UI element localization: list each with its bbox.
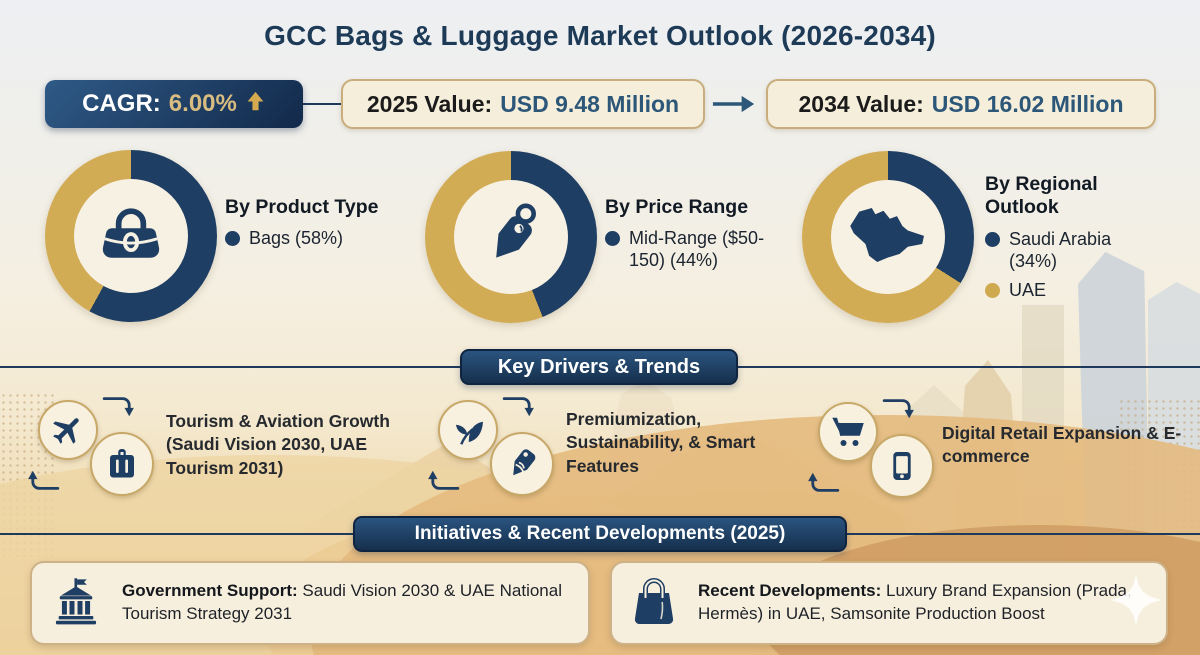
- value-2025-label: 2025 Value:: [366, 90, 493, 117]
- government-support-body: Saudi Vision 2030 & UAE National Tourism…: [122, 581, 562, 623]
- driver-digital-retail-icons: [808, 399, 944, 500]
- cagr-label: CAGR:: [82, 90, 161, 117]
- price-tag-icon: [474, 198, 548, 277]
- leaf-icon: [438, 400, 498, 460]
- legend-label: UAE: [1009, 279, 1047, 300]
- cycle-arrow-icon: [426, 462, 460, 493]
- key-drivers-banner: Key Drivers & Trends: [460, 349, 738, 385]
- up-arrow-icon: [245, 89, 266, 119]
- segment-price-range: By Price Range Mid-Range ($50-150) (44%): [605, 196, 790, 279]
- cagr-value: 6.00%: [168, 90, 237, 117]
- cycle-arrow-icon: [102, 394, 136, 425]
- segment-regional-outlook: By Regional Outlook Saudi Arabia (34%) U…: [985, 173, 1150, 309]
- right-arrow-icon: [711, 91, 757, 122]
- donut-chart-price-range: [425, 151, 597, 323]
- value-2034-label: 2034 Value:: [798, 90, 924, 117]
- value-2034-amount: USD 16.02 Million: [931, 90, 1124, 117]
- legend-label: Saudi Arabia (34%): [1009, 228, 1112, 271]
- phone-icon: [870, 434, 934, 498]
- driver-tourism-icons: [28, 397, 164, 498]
- segment-heading: By Product Type: [225, 196, 379, 218]
- legend-dot-navy: [225, 231, 240, 247]
- cagr-badge: CAGR: 6.00%: [45, 80, 303, 128]
- segment-heading: By Price Range: [605, 196, 749, 218]
- legend-dot-navy: [605, 231, 620, 247]
- legend-item: Saudi Arabia (34%): [985, 229, 1140, 273]
- suitcase-icon: [90, 432, 154, 496]
- legend-label: Bags (58%): [249, 228, 344, 249]
- government-building-icon: [50, 575, 102, 632]
- recent-developments-body: Luxury Brand Expansion (Prada, Hermès) i…: [698, 581, 1132, 623]
- value-2034-box: 2034 Value: USD 16.02 Million: [766, 79, 1156, 129]
- driver-premiumization-icons: [428, 397, 564, 498]
- donut-chart-regional-outlook: [802, 151, 974, 323]
- sparkle-decoration: [1108, 572, 1164, 633]
- cycle-arrow-icon: [502, 394, 536, 425]
- government-support-card: Government Support: Saudi Vision 2030 & U…: [30, 561, 590, 645]
- legend-item: Mid-Range ($50-150) (44%): [605, 228, 783, 272]
- cycle-arrow-icon: [26, 462, 60, 493]
- value-2025-box: 2025 Value: USD 9.48 Million: [341, 79, 705, 129]
- saudi-arabia-map-icon: [843, 199, 933, 276]
- legend-item: Bags (58%): [225, 228, 415, 250]
- legend-item: UAE: [985, 280, 1150, 302]
- government-support-label: Government Support:: [122, 581, 298, 601]
- cycle-arrow-icon: [806, 464, 840, 495]
- segment-product-type: By Product Type Bags (58%): [225, 196, 415, 257]
- recent-developments-text: Recent Developments: Luxury Brand Expansi…: [698, 580, 1148, 626]
- connector-line: [300, 103, 342, 105]
- cycle-arrow-icon: [882, 396, 916, 427]
- cart-icon: [818, 402, 878, 462]
- driver-tourism-text: Tourism & Aviation Growth (Saudi Vision …: [166, 411, 390, 478]
- value-2025-amount: USD 9.48 Million: [500, 90, 680, 117]
- government-support-text: Government Support: Saudi Vision 2030 & U…: [122, 580, 570, 626]
- recent-developments-label: Recent Developments:: [698, 581, 882, 601]
- smart-tag-icon: [490, 432, 554, 496]
- legend-dot-gold: [985, 282, 1000, 298]
- page-title: GCC Bags & Luggage Market Outlook (2026-…: [264, 20, 936, 51]
- donut-center: [831, 180, 945, 294]
- handbag-icon: [93, 196, 169, 277]
- legend-dot-navy: [985, 231, 1000, 247]
- donut-center: [74, 179, 188, 293]
- segment-heading: By Regional Outlook: [985, 173, 1098, 219]
- shopping-bag-icon: [630, 577, 678, 630]
- plane-icon: [38, 400, 98, 460]
- initiatives-banner: Initiatives & Recent Developments (2025): [353, 516, 847, 552]
- donut-center: [454, 180, 568, 294]
- recent-developments-card: Recent Developments: Luxury Brand Expansi…: [610, 561, 1168, 645]
- legend-label: Mid-Range ($50-150) (44%): [629, 228, 765, 271]
- driver-digital-retail-text: Digital Retail Expansion & E-commerce: [942, 423, 1182, 467]
- donut-chart-product-type: [45, 150, 217, 322]
- driver-premiumization-text: Premiumization, Sustainability, & Smart …: [566, 409, 756, 476]
